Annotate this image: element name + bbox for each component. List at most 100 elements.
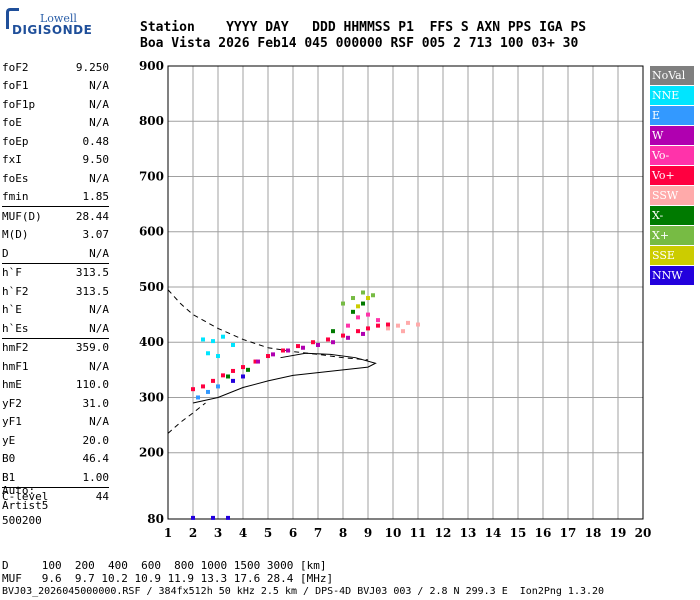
data-point-vo-	[221, 373, 225, 378]
parameter-value: 110.0	[75, 378, 109, 392]
muf-distance-row: D 100 200 400 600 800 1000 1500 3000 [km…	[2, 559, 327, 572]
data-point-nnw	[241, 374, 245, 379]
x-tick-label: 20	[635, 526, 652, 540]
data-point-nnw	[226, 515, 230, 520]
data-point-vo-	[366, 326, 370, 331]
data-point-ssw	[401, 329, 405, 334]
parameter-row: yF1 N/A	[2, 413, 109, 432]
parameter-row: B0 46.4	[2, 450, 109, 469]
legend-item: NNE	[650, 86, 694, 105]
data-point-ssw	[406, 320, 410, 325]
profile-solid-line	[192, 352, 377, 404]
data-point-vo-	[326, 337, 330, 342]
logo-mark	[6, 8, 19, 29]
parameter-row: MUF(D) 28.44	[2, 206, 109, 226]
legend-item: X+	[650, 226, 694, 245]
legend-item: SSW	[650, 186, 694, 205]
data-point-nnw	[231, 378, 235, 383]
parameter-row: foF1p N/A	[2, 95, 109, 114]
y-tick-label: 500	[139, 280, 164, 294]
data-point-x-	[371, 293, 375, 298]
y-tick-label: 900	[139, 59, 164, 73]
x-tick-label: 3	[214, 526, 222, 540]
parameter-value: 313.5	[75, 284, 109, 298]
data-point-e	[216, 384, 220, 389]
data-point-e	[196, 395, 200, 400]
parameter-value: N/A	[89, 415, 109, 429]
scaling-info: Auto: Artist5 500200	[2, 484, 109, 529]
scaling-line-2: Artist5	[2, 499, 49, 512]
legend-item: NNW	[650, 266, 694, 285]
data-point-vo-	[386, 322, 390, 327]
parameter-value: 20.0	[82, 433, 110, 447]
logo-brand-top: Lowell	[40, 12, 77, 25]
data-point-w	[331, 340, 335, 345]
parameter-row: h`E N/A	[2, 301, 109, 320]
footer-info: BVJ03_2026045000000.RSF / 384fx512h 50 k…	[2, 586, 605, 597]
parameter-name: foF1p	[2, 97, 36, 111]
data-point-vo-	[376, 323, 380, 328]
data-point-x-	[341, 301, 345, 306]
profile-lower-line	[167, 402, 206, 434]
profile-dashed-line	[167, 289, 369, 361]
data-point-x-	[226, 374, 230, 379]
parameter-row: C-level 44	[2, 486, 109, 507]
data-point-nne	[211, 339, 215, 344]
parameter-value: 28.44	[75, 209, 109, 223]
legend-item: NoVal	[650, 66, 694, 85]
parameter-row: yF2 31.0	[2, 394, 109, 413]
y-tick-label: 300	[139, 390, 164, 404]
x-tick-label: 4	[239, 526, 247, 540]
legend-item: Vo+	[650, 166, 694, 185]
data-point-vo-	[296, 344, 300, 349]
parameter-row: hmF2 359.0	[2, 337, 109, 358]
parameter-row: B1 1.00	[2, 468, 109, 487]
data-point-w	[271, 352, 275, 357]
parameter-value: 313.5	[75, 266, 109, 280]
parameter-row: D N/A	[2, 244, 109, 263]
x-tick-label: 12	[435, 526, 452, 540]
parameter-value: N/A	[89, 321, 109, 335]
parameter-row: foE N/A	[2, 114, 109, 133]
data-point-ssw	[386, 326, 390, 331]
y-tick-label: 600	[139, 225, 164, 239]
data-point-vo-	[341, 333, 345, 338]
y-tick-label: 700	[139, 169, 164, 183]
data-point-sse	[366, 296, 370, 301]
data-point-nnw	[211, 515, 215, 520]
x-tick-label: 9	[364, 526, 372, 540]
parameter-value: 46.4	[82, 452, 110, 466]
parameter-row: foF1 N/A	[2, 77, 109, 96]
data-point-ssw	[396, 323, 400, 328]
data-point-vo-	[356, 329, 360, 334]
y-tick-label: 80	[147, 512, 164, 526]
x-tick-label: 2	[189, 526, 197, 540]
parameter-row: h`F2 313.5	[2, 282, 109, 301]
parameter-name: fxI	[2, 153, 22, 167]
data-point-nnw	[191, 515, 195, 520]
data-point-x-	[361, 290, 365, 295]
data-point-w	[361, 331, 365, 336]
parameter-name: yF2	[2, 396, 22, 410]
data-point-x-	[246, 367, 250, 372]
parameter-row: yE 20.0	[2, 431, 109, 450]
data-point-sse	[356, 304, 360, 309]
x-tick-label: 7	[314, 526, 322, 540]
parameter-value: N/A	[89, 359, 109, 373]
x-tick-label: 6	[289, 526, 297, 540]
parameter-value: 359.0	[75, 341, 109, 355]
parameter-row: fxI 9.50	[2, 151, 109, 170]
x-tick-label: 10	[385, 526, 402, 540]
legend-item: W	[650, 126, 694, 145]
parameter-value: N/A	[89, 79, 109, 93]
y-tick-label: 400	[139, 335, 164, 349]
parameter-value: 0.48	[82, 134, 110, 148]
data-point-w	[316, 342, 320, 347]
data-point-nne	[216, 354, 220, 359]
parameter-panel: foF2 9.250 foF1 N/A foF1p N/A foE N/A foEp 0.48 fx…	[2, 58, 110, 527]
parameter-name: foF2	[2, 60, 29, 74]
x-tick-label: 5	[264, 526, 272, 540]
data-point-nne	[231, 342, 235, 347]
parameter-row: hmE 110.0	[2, 376, 109, 395]
data-point-w	[286, 348, 290, 353]
